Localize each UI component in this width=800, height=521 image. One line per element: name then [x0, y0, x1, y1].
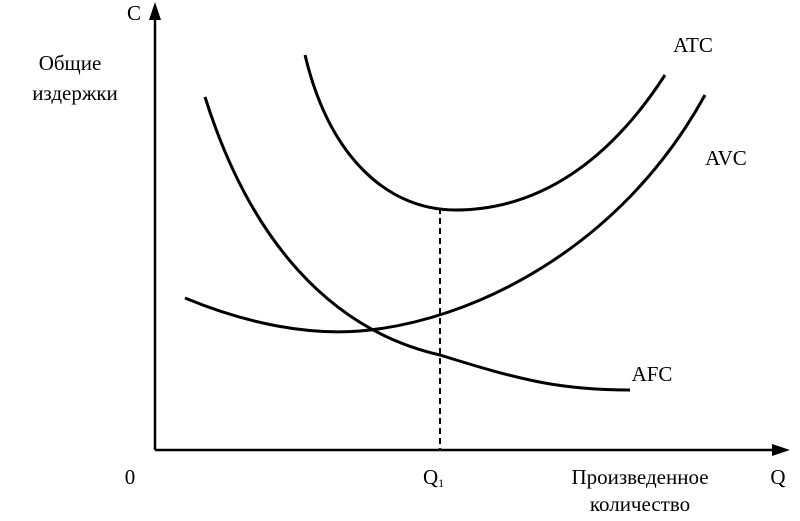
x-axis-title: Произведенное: [571, 465, 708, 489]
q1-label: Q1: [423, 465, 444, 490]
avc-curve: [184, 94, 707, 334]
q1-subscript: 1: [438, 476, 444, 490]
y-axis-title: издержки: [32, 81, 118, 105]
curve-label: AFC: [632, 362, 673, 386]
atc-curve: [303, 54, 667, 212]
curve-label: ATC: [673, 33, 713, 57]
y-axis-title: Общие: [39, 51, 102, 75]
y-axis-label: C: [127, 1, 141, 25]
x-axis-label: Q: [770, 465, 785, 489]
x-axis-arrow: [772, 444, 790, 456]
curve-label: AVC: [705, 146, 747, 170]
y-axis-arrow: [149, 2, 161, 20]
x-axis-title: количество: [590, 492, 690, 516]
origin-label: 0: [125, 465, 136, 489]
afc-curve: [203, 96, 631, 392]
q1-letter: Q: [423, 465, 438, 489]
